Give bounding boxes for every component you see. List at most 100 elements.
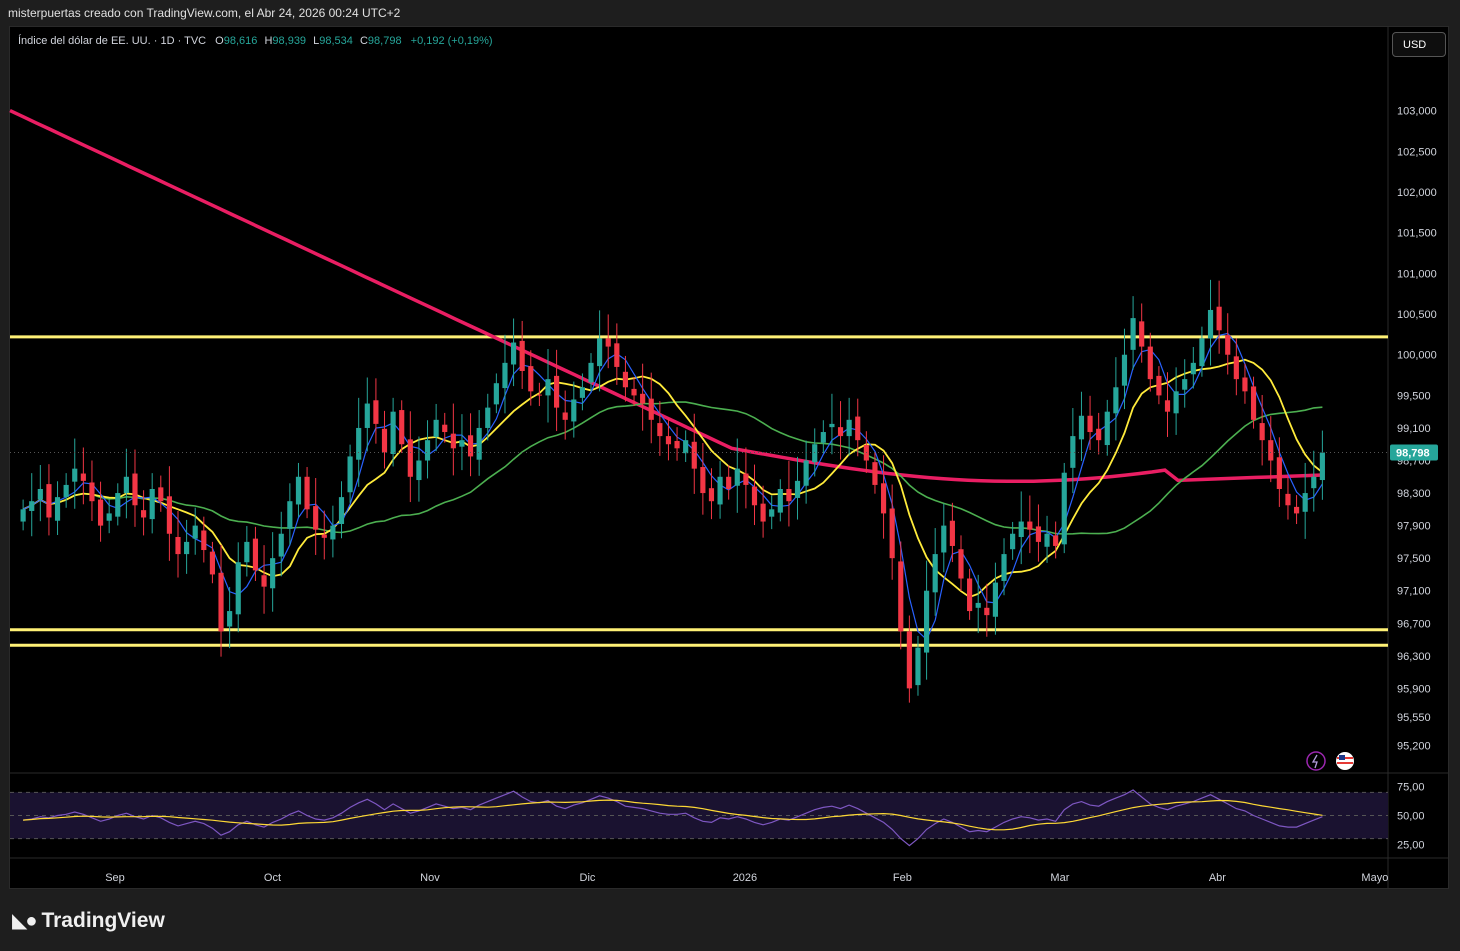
candle-body: [1018, 521, 1024, 538]
candle-body: [1044, 533, 1050, 547]
candle-body: [958, 549, 964, 579]
candle-body: [416, 460, 422, 481]
candle-body: [1010, 533, 1016, 550]
low-value: 98,534: [319, 35, 353, 47]
price-tick-label: 96,700: [1397, 618, 1431, 630]
candle-body: [1293, 506, 1300, 514]
price-tick-label: 102,500: [1397, 146, 1437, 158]
candle-body: [1139, 321, 1145, 347]
candle-body: [880, 483, 887, 514]
time-tick-label: Dic: [580, 872, 596, 884]
candle-body: [433, 419, 439, 437]
price-tick-label: 95,550: [1397, 712, 1431, 724]
change-value: +0,192 (+0,19%): [410, 35, 493, 47]
candle-body: [812, 444, 818, 463]
candle-body: [640, 393, 646, 404]
candle-body: [278, 533, 284, 557]
time-tick-label: Nov: [420, 872, 440, 884]
candle-body: [889, 508, 895, 559]
us-flag-stripe: [1337, 762, 1353, 764]
candle-body: [54, 497, 61, 521]
currency-button[interactable]: USD: [1392, 32, 1446, 57]
candle-body: [261, 575, 267, 587]
candle-body: [536, 394, 542, 396]
candle-body: [554, 375, 560, 408]
candle-body: [381, 428, 388, 453]
candle-body: [571, 399, 577, 422]
candle-body: [476, 427, 482, 460]
candle-body: [1096, 428, 1102, 441]
candle-body: [1027, 521, 1033, 530]
candle-body: [1164, 400, 1171, 412]
tradingview-logo-icon: ◣●: [12, 910, 38, 932]
candle-body: [760, 503, 766, 522]
candle-body: [304, 476, 310, 510]
candle-body: [1259, 423, 1265, 441]
high-value: 98,939: [272, 35, 307, 47]
candle-body: [777, 488, 783, 513]
close-value: 98,798: [367, 35, 402, 47]
candle-body: [192, 525, 198, 539]
rsi-ma-line: [23, 799, 1323, 831]
candle-body: [717, 476, 723, 505]
candle-body: [683, 440, 689, 454]
candle-body: [399, 410, 405, 445]
candle-body: [967, 578, 973, 612]
rsi-line: [23, 789, 1323, 847]
close-label: C: [359, 35, 368, 47]
candle-body: [923, 590, 930, 653]
candle-body: [691, 441, 697, 469]
candle-body: [235, 562, 241, 615]
candle-body: [502, 362, 508, 389]
candle-body: [941, 525, 947, 553]
candle-body: [29, 501, 35, 511]
candle-body: [1225, 335, 1231, 355]
candle-body: [614, 343, 620, 367]
candle-body: [949, 520, 955, 546]
candle-body: [123, 476, 129, 494]
candle-body: [700, 467, 706, 494]
candle-body: [450, 433, 456, 449]
chart-attribution: misterpuertas creado con TradingView.com…: [8, 6, 401, 20]
candle-body: [89, 482, 95, 502]
price-tick-label: 97,900: [1397, 521, 1431, 533]
candle-body: [201, 530, 207, 551]
ma50-line: [22, 401, 1323, 535]
symbol-legend[interactable]: Índice del dólar de EE. UU. · 1D · TVC O…: [18, 35, 493, 47]
price-tick-label: 103,000: [1397, 106, 1437, 118]
candle-body: [390, 411, 396, 455]
candle-body: [1233, 356, 1239, 380]
candle-body: [1173, 391, 1179, 414]
candle-body: [648, 398, 654, 420]
rsi-tick-label: 50,00: [1397, 811, 1425, 823]
candle-body: [657, 423, 663, 437]
candle-body: [1319, 452, 1325, 481]
candle-body: [1035, 526, 1042, 542]
candle-body: [1242, 377, 1248, 392]
candle-body: [97, 499, 104, 526]
alert-icon: [1306, 751, 1326, 771]
candle-body: [1216, 306, 1222, 331]
time-tick-label: 2026: [733, 872, 757, 884]
time-tick-label: Mar: [1050, 872, 1069, 884]
candle-body: [166, 496, 172, 534]
candle-body: [1276, 457, 1282, 489]
chart-frame[interactable]: [9, 26, 1449, 889]
candle-body: [1199, 338, 1205, 367]
candle-body: [424, 440, 431, 461]
candle-body: [1001, 554, 1007, 581]
price-tick-label: 95,900: [1397, 683, 1431, 695]
candle-body: [244, 541, 250, 563]
symbol-name[interactable]: Índice del dólar de EE. UU. · 1D · TVC: [18, 35, 207, 47]
low-label: L: [313, 35, 320, 47]
candle-body: [562, 412, 568, 420]
candle-body: [510, 342, 517, 365]
time-tick-label: Sep: [105, 872, 125, 884]
candle-body: [141, 510, 147, 518]
candle-body: [1311, 476, 1317, 489]
us-flag-icon: [1336, 752, 1354, 770]
tradingview-logo[interactable]: ◣● TradingView: [12, 908, 165, 933]
candle-body: [373, 400, 379, 424]
candle-body: [80, 473, 86, 481]
